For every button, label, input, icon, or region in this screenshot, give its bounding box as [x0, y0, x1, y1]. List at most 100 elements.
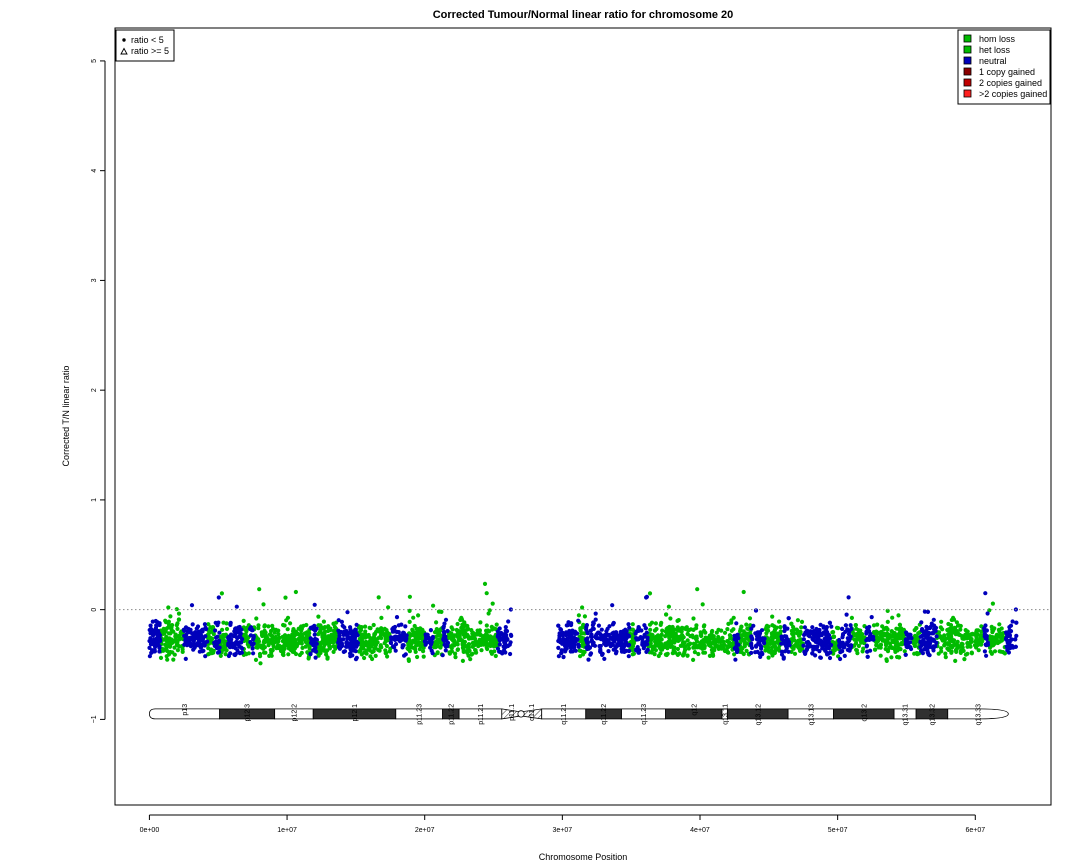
- data-point: [556, 645, 561, 651]
- data-point: [195, 641, 200, 646]
- data-point: [928, 636, 933, 641]
- data-point: [909, 636, 914, 641]
- data-point: [700, 602, 705, 607]
- data-point: [383, 637, 388, 642]
- data-point: [274, 646, 279, 651]
- data-point: [378, 644, 383, 649]
- data-point: [598, 649, 603, 654]
- data-point: [949, 617, 954, 623]
- data-point: [493, 653, 498, 659]
- data-point: [157, 649, 162, 654]
- data-point: [711, 634, 716, 639]
- data-point: [188, 635, 193, 641]
- data-point: [675, 625, 680, 630]
- data-point: [414, 626, 419, 631]
- data-point: [782, 625, 787, 630]
- neutral-points: [147, 591, 1019, 662]
- data-point: [691, 616, 696, 621]
- data-point: [945, 641, 950, 646]
- data-point: [276, 632, 281, 637]
- data-point: [589, 632, 594, 637]
- data-point: [984, 653, 989, 658]
- y-tick-label: 1: [91, 498, 98, 502]
- data-point: [203, 654, 208, 659]
- data-point: [217, 630, 222, 635]
- chart-title: Corrected Tumour/Normal linear ratio for…: [433, 9, 734, 21]
- data-point: [325, 655, 330, 660]
- data-point: [813, 653, 818, 658]
- data-point: [226, 635, 231, 640]
- data-point: [359, 652, 364, 657]
- data-point: [375, 640, 380, 645]
- data-point: [732, 633, 737, 638]
- data-point: [982, 626, 987, 631]
- data-point: [374, 629, 379, 635]
- data-point: [885, 608, 890, 614]
- data-point: [399, 622, 404, 627]
- ideogram-band-label: p12.3: [245, 704, 252, 722]
- data-point: [424, 636, 429, 641]
- data-point: [411, 615, 416, 620]
- data-point: [413, 637, 418, 643]
- data-point: [498, 650, 503, 655]
- data-point: [993, 639, 998, 645]
- data-point: [727, 640, 732, 646]
- data-point: [354, 631, 359, 636]
- data-point: [344, 641, 349, 646]
- data-point: [585, 631, 590, 636]
- data-point: [291, 636, 296, 641]
- data-point: [711, 646, 716, 651]
- data-point: [759, 650, 764, 655]
- data-point: [749, 641, 754, 646]
- data-point: [567, 628, 572, 634]
- data-point: [450, 638, 456, 643]
- data-point: [497, 642, 502, 647]
- data-point: [975, 641, 980, 646]
- data-point: [945, 627, 950, 633]
- data-point: [658, 622, 663, 628]
- data-point: [341, 632, 346, 638]
- data-point: [1007, 625, 1012, 630]
- data-point: [721, 646, 726, 651]
- data-point: [490, 601, 495, 606]
- data-point: [955, 639, 960, 645]
- data-point: [345, 644, 350, 649]
- data-point: [744, 622, 749, 627]
- data-point: [664, 612, 669, 617]
- data-point: [452, 633, 457, 638]
- data-point: [561, 654, 566, 660]
- data-point: [455, 635, 461, 640]
- data-point: [198, 629, 203, 634]
- data-point: [815, 627, 820, 633]
- data-point: [434, 627, 439, 632]
- data-point: [502, 648, 507, 653]
- data-point: [380, 631, 385, 636]
- data-point: [487, 608, 492, 613]
- data-point: [313, 649, 319, 654]
- data-point: [556, 623, 561, 628]
- ideogram-band-label: q13.13: [808, 704, 815, 726]
- data-point: [931, 648, 936, 653]
- data-point: [605, 638, 610, 644]
- data-point: [476, 643, 481, 648]
- data-point: [670, 629, 675, 634]
- data-point: [593, 611, 598, 616]
- data-point: [888, 644, 894, 650]
- data-point: [170, 640, 175, 646]
- data-point: [847, 648, 852, 653]
- data-point: [626, 633, 631, 638]
- data-point: [250, 642, 255, 647]
- data-point: [258, 661, 263, 666]
- data-point: [758, 654, 763, 660]
- data-point: [712, 637, 717, 642]
- data-point: [651, 646, 656, 651]
- data-point: [570, 649, 575, 654]
- data-point: [691, 627, 696, 632]
- data-point: [470, 651, 475, 656]
- data-point: [934, 640, 939, 646]
- het-loss-points: [158, 581, 1008, 666]
- data-point: [263, 650, 268, 655]
- data-point: [150, 630, 156, 636]
- data-point: [469, 628, 474, 633]
